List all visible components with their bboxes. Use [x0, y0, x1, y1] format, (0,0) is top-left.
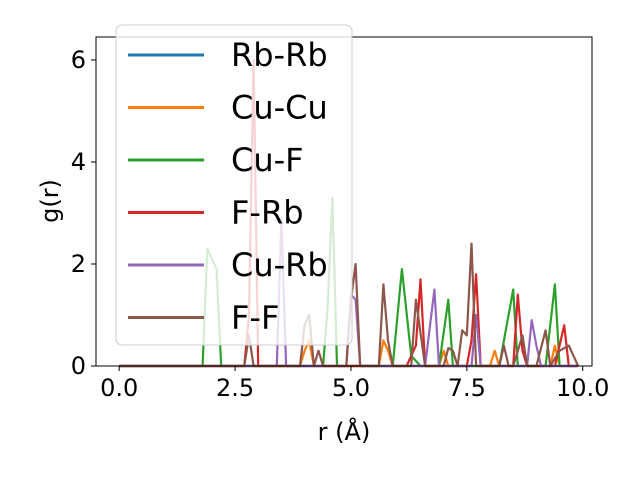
- x-tick-label: 5.0: [332, 374, 370, 402]
- x-tick-label: 0.0: [100, 374, 138, 402]
- y-axis-label: g(r): [36, 179, 64, 223]
- legend-label-rb-rb: Rb-Rb: [231, 36, 328, 74]
- x-tick-label: 7.5: [448, 374, 486, 402]
- axes-layer: 0.0 2.5 5.0 7.5 10.0 0 2 4 6: [71, 46, 610, 402]
- legend-label-cu-cu: Cu-Cu: [231, 89, 328, 127]
- legend-label-cu-f: Cu-F: [231, 141, 304, 179]
- x-tick-label: 2.5: [216, 374, 254, 402]
- legend: Rb-Rb Cu-Cu Cu-F F-Rb Cu-Rb F-F: [115, 24, 353, 346]
- x-axis-label: r (Å): [318, 417, 371, 446]
- y-tick-label: 6: [71, 46, 86, 74]
- legend-label-f-f: F-F: [231, 299, 279, 337]
- y-tick-label: 0: [71, 352, 86, 380]
- legend-label-f-rb: F-Rb: [231, 194, 304, 232]
- legend-label-cu-rb: Cu-Rb: [231, 246, 328, 284]
- x-tick-label: 10.0: [556, 374, 609, 402]
- y-tick-label: 2: [71, 250, 86, 278]
- y-tick-label: 4: [71, 148, 86, 176]
